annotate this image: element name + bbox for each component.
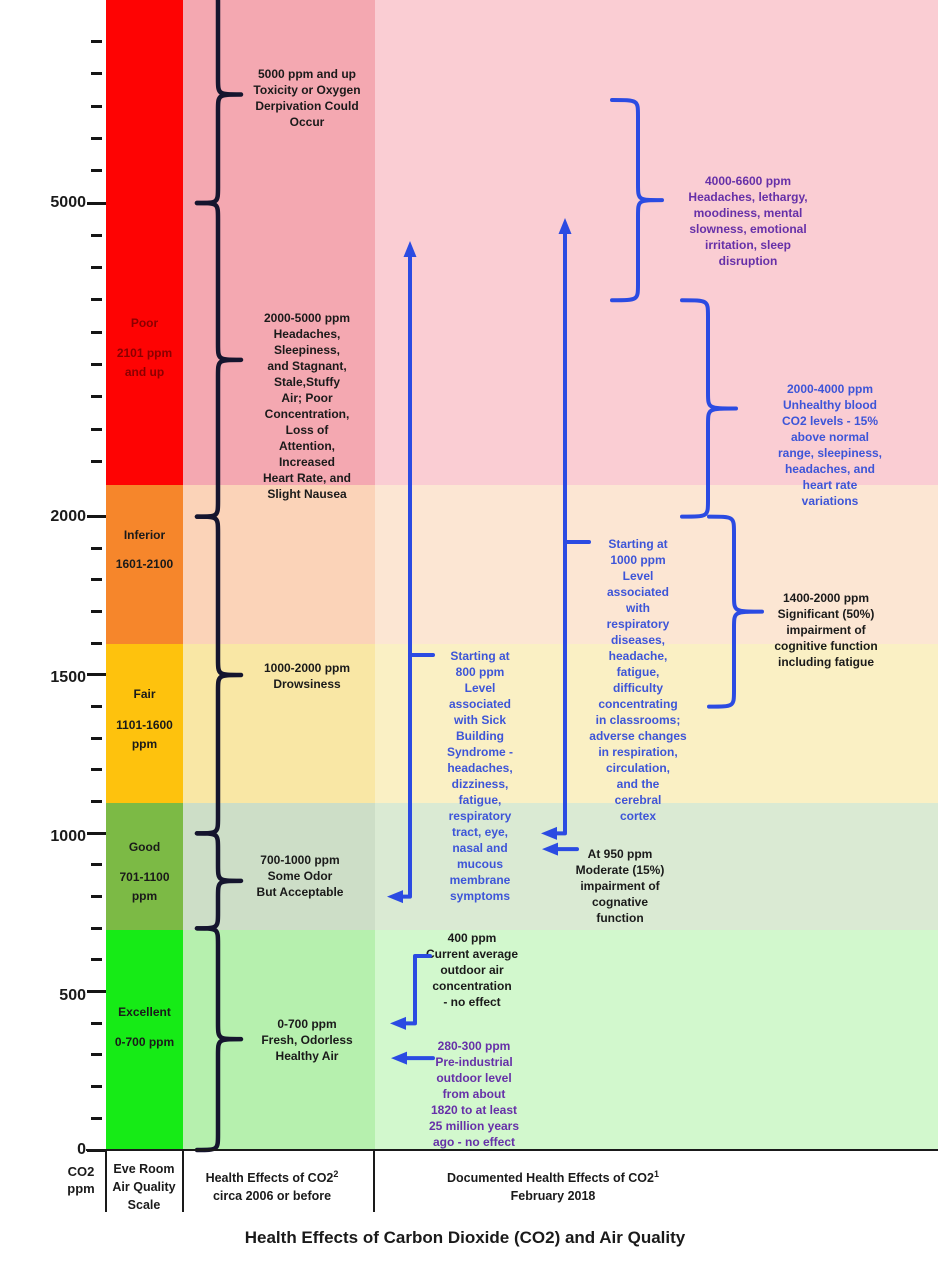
axis-tick (91, 958, 102, 962)
band-label-poor: Poor (130, 316, 159, 330)
scale-band-fair (106, 644, 183, 803)
axis-label-2000: 2000 (50, 508, 86, 525)
axis-tick (91, 1116, 102, 1120)
effect-2006-5000up: 5000 ppm and up Toxicity or Oxygen Derpi… (253, 67, 361, 129)
bg-2018-inferior (375, 485, 938, 644)
column-header-2006-line2: circa 2006 or before (212, 1189, 332, 1204)
band-range-good: 701-1100 ppm (119, 870, 170, 903)
effect-2018-starting-800: Starting at 800 ppm Level associated wit… (446, 649, 513, 903)
axis-tick (91, 233, 102, 237)
axis-label-1000: 1000 (50, 828, 86, 845)
axis-tick (91, 1053, 102, 1057)
band-label-fair: Fair (133, 687, 156, 701)
footnote-marker-1: 1 (653, 1169, 659, 1179)
effect-2018-280-300: 280-300 ppm Pre-industrial outdoor level… (428, 1039, 520, 1149)
scale-band-excellent (106, 930, 183, 1150)
scale-band-poor (106, 0, 183, 485)
axis-tick (91, 298, 102, 302)
column-header-scale: Eve Room Air Quality Scale (112, 1162, 176, 1212)
axis-tick (91, 610, 102, 614)
axis-tick (91, 578, 102, 582)
effect-2018-1400-2000: 1400-2000 ppm Significant (50%) impairme… (774, 591, 878, 669)
axis-tick (91, 641, 102, 645)
axis-label-0: 0 (77, 1141, 86, 1158)
bg-2018-fair (375, 644, 938, 803)
footer-separator-1 (105, 1150, 107, 1212)
effect-2018-at-400: 400 ppm Current average outdoor air conc… (425, 931, 519, 1009)
bg-2018-good (375, 803, 938, 930)
column-header-2018-line1: Documented Health Effects of CO21 (447, 1169, 659, 1186)
axis-tick (87, 673, 106, 677)
axis-label-500: 500 (59, 987, 86, 1004)
axis-tick (91, 330, 102, 334)
effect-2006-0-700: 0-700 ppm Fresh, Odorless Healthy Air (261, 1017, 353, 1063)
axis-unit-label: CO2 ppm (67, 1164, 95, 1196)
effect-2018-starting-1000: Starting at 1000 ppm Level associated wi… (589, 537, 687, 823)
axis-tick (91, 104, 102, 108)
axis-tick (91, 926, 102, 930)
axis-tick (91, 1085, 102, 1089)
column-header-2018-line2: February 2018 (510, 1189, 596, 1204)
band-range-excellent: 0-700 ppm (114, 1035, 175, 1049)
effect-2018-at-950: At 950 ppm Moderate (15%) impairment of … (575, 847, 665, 925)
axis-tick (91, 863, 102, 867)
band-range-inferior: 1601-2100 (115, 557, 174, 571)
axis-tick (91, 136, 102, 140)
axis-tick (91, 169, 102, 173)
axis-tick (91, 363, 102, 366)
axis-tick (91, 800, 102, 804)
axis-tick (87, 201, 106, 205)
band-label-inferior: Inferior (123, 528, 166, 542)
axis-tick (91, 768, 102, 772)
band-label-excellent: Excellent (118, 1005, 171, 1019)
scale-band-good (106, 803, 183, 930)
axis-tick (87, 990, 106, 994)
footer-separator-2 (182, 1150, 184, 1212)
bg-2006-inferior (183, 485, 375, 644)
axis-tick (91, 459, 102, 463)
band-label-good: Good (128, 840, 161, 854)
band-range-fair: 1101-1600 ppm (116, 718, 173, 751)
axis-tick (87, 831, 106, 835)
axis-tick (91, 736, 102, 740)
axis-tick (91, 895, 102, 899)
bg-2018-excellent (375, 930, 938, 1150)
chart-baseline (86, 1149, 938, 1151)
axis-tick (87, 515, 106, 519)
axis-tick (91, 395, 102, 399)
axis-tick (91, 40, 102, 43)
axis-tick (91, 72, 102, 76)
axis-tick (91, 705, 102, 709)
effect-2006-700-1000: 700-1000 ppm Some Odor But Acceptable (256, 853, 344, 899)
column-header-2006: Health Effects of CO22 circa 2006 or bef… (186, 1165, 358, 1205)
axis-label-1500: 1500 (50, 669, 86, 686)
column-header-2006-line1: Health Effects of CO22 (205, 1169, 339, 1186)
footnote-marker-2: 2 (333, 1169, 339, 1179)
footer-separator-3 (373, 1150, 375, 1212)
axis-tick (91, 1021, 102, 1025)
axis-tick (91, 266, 102, 270)
axis-tick (91, 427, 102, 431)
axis-tick (91, 546, 102, 550)
column-header-2018: Documented Health Effects of CO21 Februa… (380, 1165, 726, 1205)
effect-2006-1000-2000: 1000-2000 ppm Drowsiness (263, 661, 351, 691)
scale-band-inferior (106, 485, 183, 644)
effect-2018-2000-4000: 2000-4000 ppm Unhealthy blood CO2 levels… (777, 382, 883, 508)
page-title: Health Effects of Carbon Dioxide (CO2) a… (244, 1228, 686, 1247)
effect-2006-2000-5000: 2000-5000 ppm Headaches, Sleepiness, and… (262, 311, 352, 501)
band-range-poor: 2101 ppm and up (116, 346, 173, 379)
effect-2018-4000-6600: 4000-6600 ppm Headaches, lethargy, moodi… (688, 174, 808, 268)
axis-label-5000: 5000 (50, 194, 86, 211)
